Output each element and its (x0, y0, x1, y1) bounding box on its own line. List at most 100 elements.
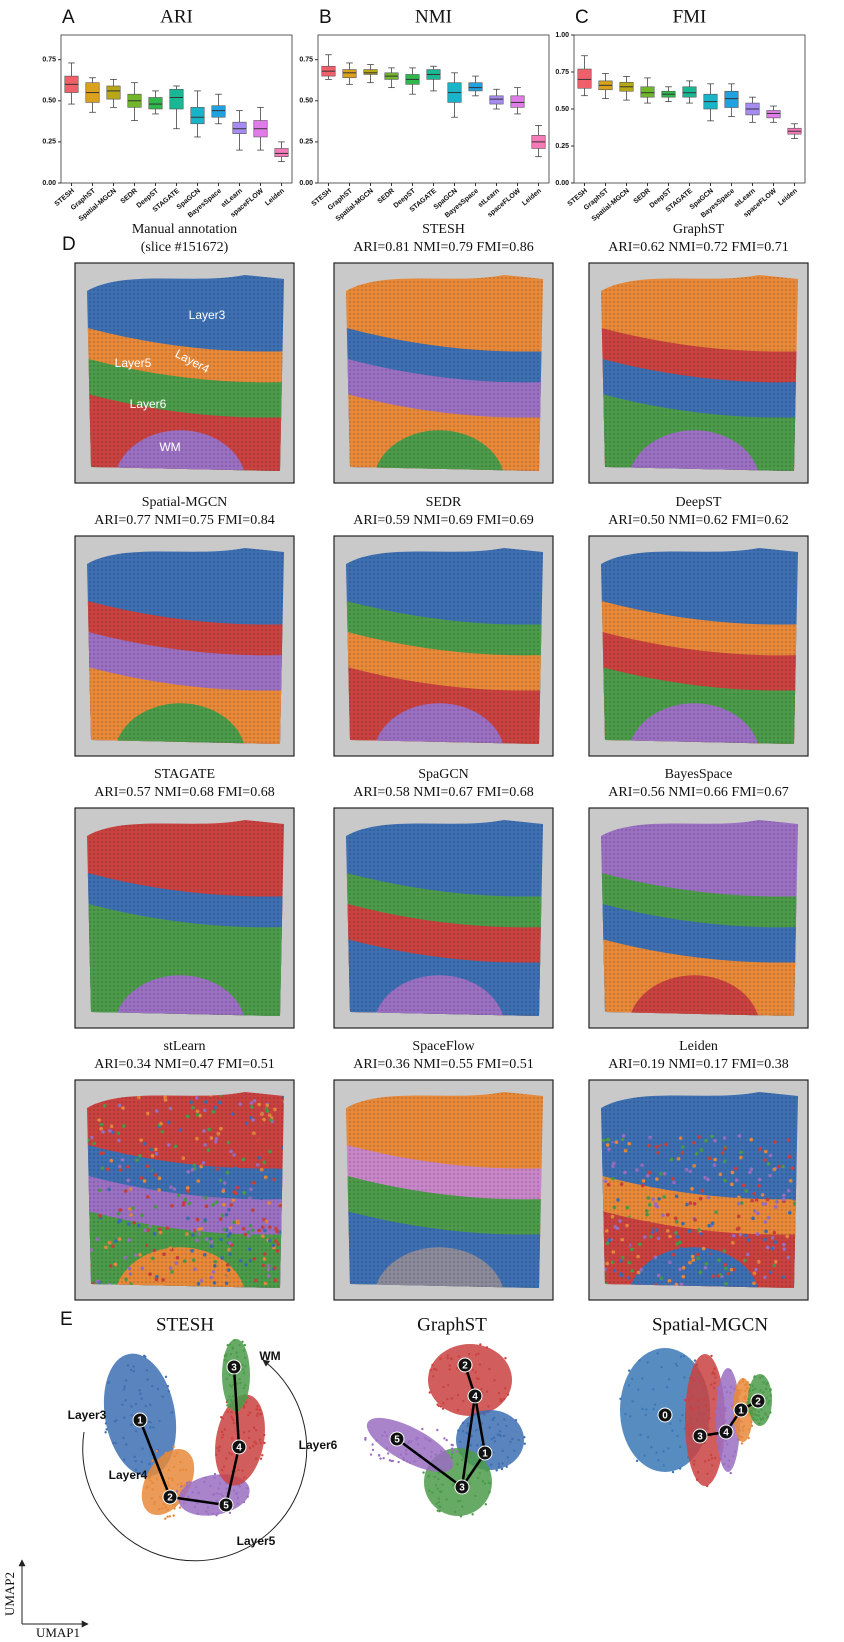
cell (735, 1397, 737, 1399)
cell (195, 1486, 197, 1488)
cell (372, 1449, 374, 1451)
cell (730, 1386, 732, 1388)
cell (225, 1359, 227, 1361)
cell (230, 1386, 232, 1388)
layer-label: WM (259, 1349, 280, 1363)
cell (494, 1440, 496, 1442)
cell (233, 1409, 235, 1411)
layer-label: Layer6 (299, 1438, 338, 1452)
spot (793, 1344, 797, 1348)
cell (749, 1383, 751, 1385)
cell (742, 1427, 744, 1429)
cell (515, 1419, 517, 1421)
cell (466, 1425, 468, 1427)
cell (628, 1369, 630, 1371)
cell (734, 1450, 736, 1452)
spot (632, 1306, 636, 1310)
cell (766, 1416, 768, 1418)
cell (720, 1384, 722, 1386)
cell (758, 1411, 760, 1413)
cell (107, 1381, 109, 1383)
cell (148, 1477, 150, 1479)
spot (664, 1308, 668, 1312)
cell (511, 1438, 513, 1440)
cell (436, 1403, 438, 1405)
spot (776, 1334, 780, 1338)
cell (652, 1388, 654, 1390)
cell (203, 1481, 205, 1483)
cell (370, 1453, 372, 1455)
cell (105, 1422, 107, 1424)
spot (703, 1340, 707, 1344)
cell (690, 1409, 692, 1411)
cell (493, 1437, 495, 1439)
node-label: 2 (167, 1493, 173, 1504)
cell (713, 1368, 715, 1370)
spot (640, 1320, 644, 1324)
texture (334, 1080, 553, 1300)
cell (468, 1353, 470, 1355)
cell (237, 1497, 239, 1499)
node-label: 3 (231, 1363, 237, 1374)
cell (205, 1510, 207, 1512)
cell (703, 1398, 705, 1400)
spot (772, 1330, 776, 1334)
cell (654, 1404, 656, 1406)
cell (490, 1464, 492, 1466)
box (490, 96, 503, 104)
cell (405, 1449, 407, 1451)
cell (763, 1381, 765, 1383)
cell (724, 1455, 726, 1457)
cell (462, 1400, 464, 1402)
cell (482, 1411, 484, 1413)
cell (157, 1388, 159, 1390)
cell (105, 1428, 107, 1430)
cell (112, 1442, 114, 1444)
node-label: 1 (482, 1449, 488, 1460)
cell (472, 1369, 474, 1371)
spot (737, 1301, 741, 1305)
cell (706, 1485, 708, 1487)
spot (804, 1336, 808, 1340)
cell (503, 1418, 505, 1420)
cell (719, 1453, 721, 1455)
spot (625, 1302, 629, 1306)
cell (165, 1376, 167, 1378)
spot (635, 1308, 639, 1312)
cell (450, 1357, 452, 1359)
cell (442, 1402, 444, 1404)
texture (75, 263, 294, 483)
spot (747, 1350, 751, 1354)
cell (238, 1409, 240, 1411)
cell (738, 1392, 740, 1394)
cell (467, 1422, 469, 1424)
cell (641, 1408, 643, 1410)
cell (726, 1443, 728, 1445)
cell (256, 1405, 258, 1407)
x-tick-label: Spatial-MGCN (591, 188, 631, 223)
cell (149, 1421, 151, 1423)
cell (168, 1469, 170, 1471)
cell (168, 1390, 170, 1392)
cell (375, 1439, 377, 1441)
cell (148, 1463, 150, 1465)
cell (456, 1450, 458, 1452)
cell (244, 1384, 246, 1386)
cell (371, 1443, 373, 1445)
cell (243, 1349, 245, 1351)
cell (681, 1414, 683, 1416)
cell (164, 1506, 166, 1508)
cell (652, 1408, 654, 1410)
spot (698, 1342, 702, 1346)
x-tick-label: Spatial-MGCN (335, 188, 375, 223)
box (343, 70, 356, 78)
cell (491, 1418, 493, 1420)
cell (498, 1392, 500, 1394)
box (275, 148, 288, 156)
cell (769, 1389, 771, 1391)
cell (457, 1394, 459, 1396)
spot (797, 1327, 801, 1331)
texture (589, 1080, 808, 1300)
cell (213, 1476, 215, 1478)
cell (504, 1357, 506, 1359)
